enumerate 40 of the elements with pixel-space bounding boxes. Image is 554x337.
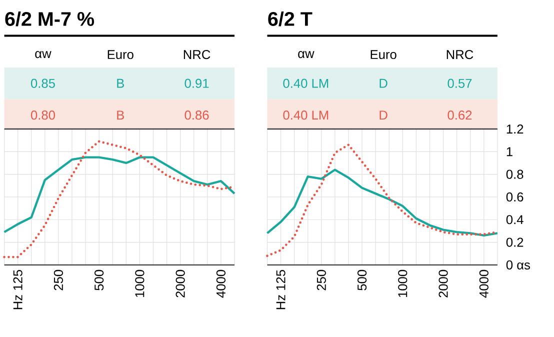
text: D (380, 110, 388, 120)
text: Euro (108, 50, 134, 59)
text: NRC (446, 50, 474, 59)
text: 0.40 LM (283, 78, 328, 88)
x-tick-label: Hz 125 (13, 270, 22, 309)
x-tick-label: 1000 (398, 270, 408, 297)
chart-title: 6/2 M-7 % (5, 11, 94, 26)
y-tick-label: 0 αs (506, 260, 530, 270)
text: 0.86 (184, 110, 209, 120)
text: αw (298, 50, 314, 58)
x-tick-label: 500 (94, 270, 104, 290)
y-tick-label: 0.8 (506, 170, 524, 179)
text: 0.40 LM (283, 110, 328, 120)
x-tick-label: 250 (316, 270, 326, 290)
y-tick-label: 0.6 (506, 192, 524, 202)
x-tick-label: 500 (357, 270, 367, 290)
text: 0.91 (184, 78, 209, 88)
line-series (266, 168, 499, 236)
text: B (117, 78, 124, 88)
x-tick-label: 250 (54, 270, 63, 290)
x-tick-label: 4000 (216, 270, 226, 298)
x-tick-label: 1000 (135, 270, 144, 297)
y-tick-label: 1.2 (506, 124, 524, 134)
y-tick-label: 1 (506, 147, 512, 156)
text: Euro (370, 50, 396, 59)
text: D (380, 78, 388, 88)
y-tick-label: 0.2 (506, 238, 524, 247)
text: 0.57 (448, 78, 472, 88)
x-tick-label: 2000 (176, 270, 185, 298)
x-tick-label: Hz 125 (276, 270, 286, 309)
y-tick-label: 0.4 (506, 214, 524, 224)
x-tick-label: 2000 (438, 270, 448, 298)
text: 0.80 (30, 110, 55, 120)
text: αw (35, 50, 52, 58)
chart-title: 6/2 T (268, 11, 312, 26)
text: 0.62 (448, 110, 472, 120)
text: 0.85 (30, 78, 55, 88)
text: B (117, 110, 124, 120)
x-tick-label: 4000 (479, 270, 488, 298)
text: NRC (184, 50, 210, 59)
